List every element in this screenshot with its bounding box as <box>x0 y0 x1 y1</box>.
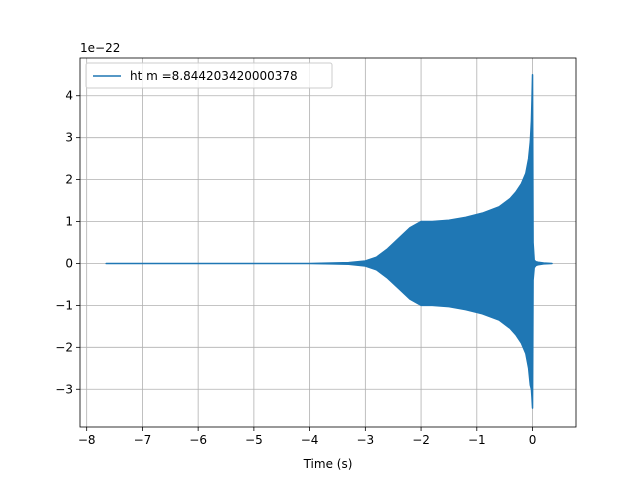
y-offset-label: 1e−22 <box>80 41 120 55</box>
ticks: −8 −7 −6 −5 −4 −3 −2 −1 0 −3 −2 −1 0 1 2 3 4 <box>55 89 536 447</box>
x-tick-label: −3 <box>356 433 374 447</box>
x-tick-label: −4 <box>301 433 319 447</box>
axes-frame <box>79 57 577 428</box>
x-tick-label: −2 <box>412 433 430 447</box>
waveform-series <box>105 74 553 409</box>
x-tick-label: 0 <box>529 433 537 447</box>
legend-box <box>85 62 333 89</box>
x-tick-label: −1 <box>468 433 486 447</box>
x-axis-label: Time (s) <box>303 457 353 471</box>
x-tick-label: −6 <box>189 433 207 447</box>
x-tick-label: −5 <box>245 433 263 447</box>
x-tick-label: −8 <box>78 433 96 447</box>
y-tick-label: −3 <box>55 382 73 396</box>
x-tick-label: −7 <box>134 433 152 447</box>
y-tick-label: 4 <box>65 89 73 103</box>
y-tick-label: −1 <box>55 298 73 312</box>
y-tick-label: 3 <box>65 131 73 145</box>
y-tick-label: 1 <box>65 215 73 229</box>
legend-label: ht m =8.844203420000378 <box>130 69 298 83</box>
y-tick-label: 2 <box>65 173 73 187</box>
data-layer <box>105 74 553 409</box>
y-tick-label: 0 <box>65 256 73 270</box>
legend: ht m =8.844203420000378 <box>85 62 333 89</box>
y-tick-label: −2 <box>55 340 73 354</box>
